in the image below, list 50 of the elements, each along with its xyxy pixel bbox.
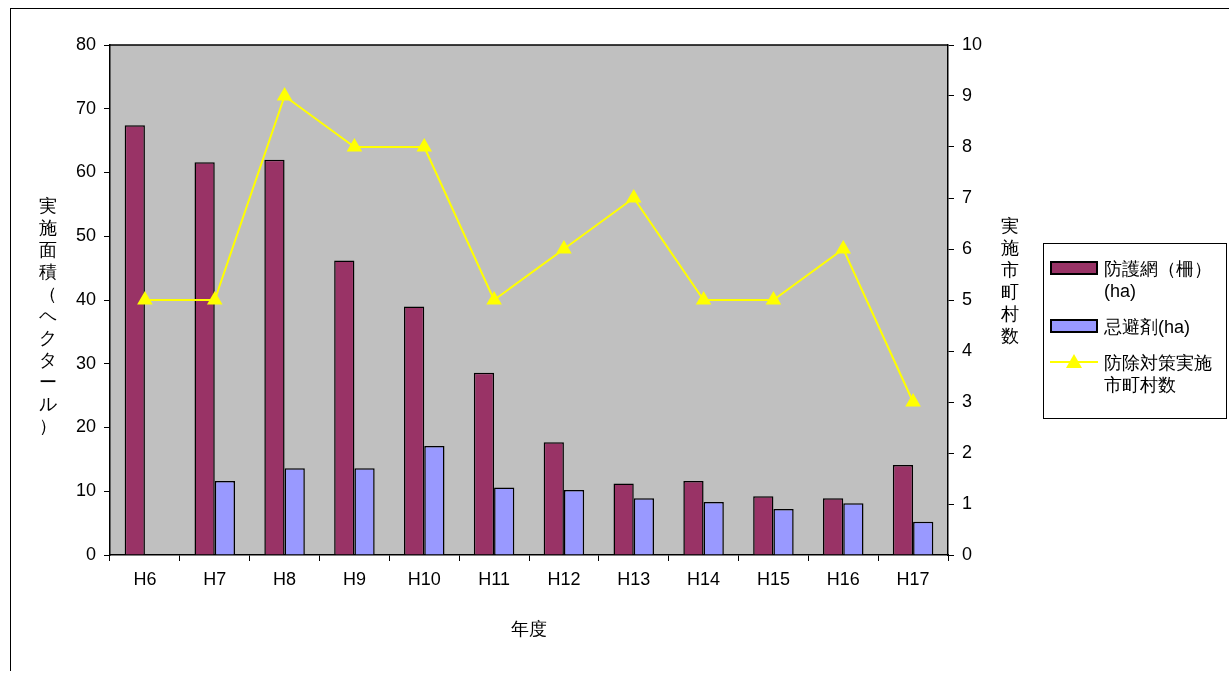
y-tick-label: 80 (75, 33, 96, 54)
point (836, 241, 851, 254)
legend-label: 忌避剤(ha) (1104, 316, 1191, 338)
x-tick-label: H10 (407, 568, 441, 589)
y-tick-label: 70 (75, 97, 96, 118)
y-tick-label: 0 (85, 543, 96, 564)
y2-tick-label: 3 (962, 390, 973, 411)
x-tick-label: H12 (547, 568, 581, 589)
x-tick-label: H11 (478, 568, 510, 589)
y2-tick-label: 5 (962, 288, 973, 309)
y2-tick-label: 4 (962, 339, 973, 360)
point (487, 292, 502, 305)
y-tick-label: 40 (75, 288, 96, 309)
point (137, 292, 152, 305)
point (417, 139, 432, 152)
text: 実施面積（ヘクタール） (39, 196, 57, 436)
point (626, 190, 641, 203)
y2-axis-title: 実施市町村数 (1000, 215, 1020, 347)
y2-tick-label: 0 (962, 543, 973, 564)
legend-label: 防護網（柵）(ha) (1104, 258, 1213, 302)
y2-tick-label: 1 (962, 492, 973, 513)
point (556, 241, 571, 254)
x-tick-label: H6 (133, 568, 157, 589)
y-tick-label: 30 (75, 352, 96, 373)
point (347, 139, 362, 152)
y-tick-label: 20 (75, 416, 96, 437)
x-tick-label: H7 (203, 568, 227, 589)
x-axis-title: 年度 (511, 619, 547, 640)
x-tick-label: H14 (687, 568, 721, 589)
x-tick-label: H16 (826, 568, 860, 589)
x-tick-label: H17 (896, 568, 930, 589)
x-tick-label: H9 (342, 568, 366, 589)
point (906, 394, 921, 407)
x-tick-label: H8 (273, 568, 297, 589)
point (277, 88, 292, 101)
y2-tick-label: 8 (962, 135, 973, 156)
y2-tick-label: 6 (962, 237, 973, 258)
legend-label: 防除対策実施市町村数 (1104, 352, 1213, 396)
y-tick-label: 60 (75, 161, 96, 182)
y2-tick-label: 9 (962, 84, 973, 105)
x-tick-label: H13 (617, 568, 651, 589)
point (207, 292, 222, 305)
y-tick-label: 50 (75, 225, 96, 246)
point (766, 292, 781, 305)
point (696, 292, 711, 305)
y2-tick-label: 2 (962, 441, 973, 462)
y-tick-label: 10 (75, 480, 96, 501)
x-tick-label: H15 (756, 568, 790, 589)
y2-tick-label: 10 (962, 33, 983, 54)
y2-tick-label: 7 (962, 186, 973, 207)
